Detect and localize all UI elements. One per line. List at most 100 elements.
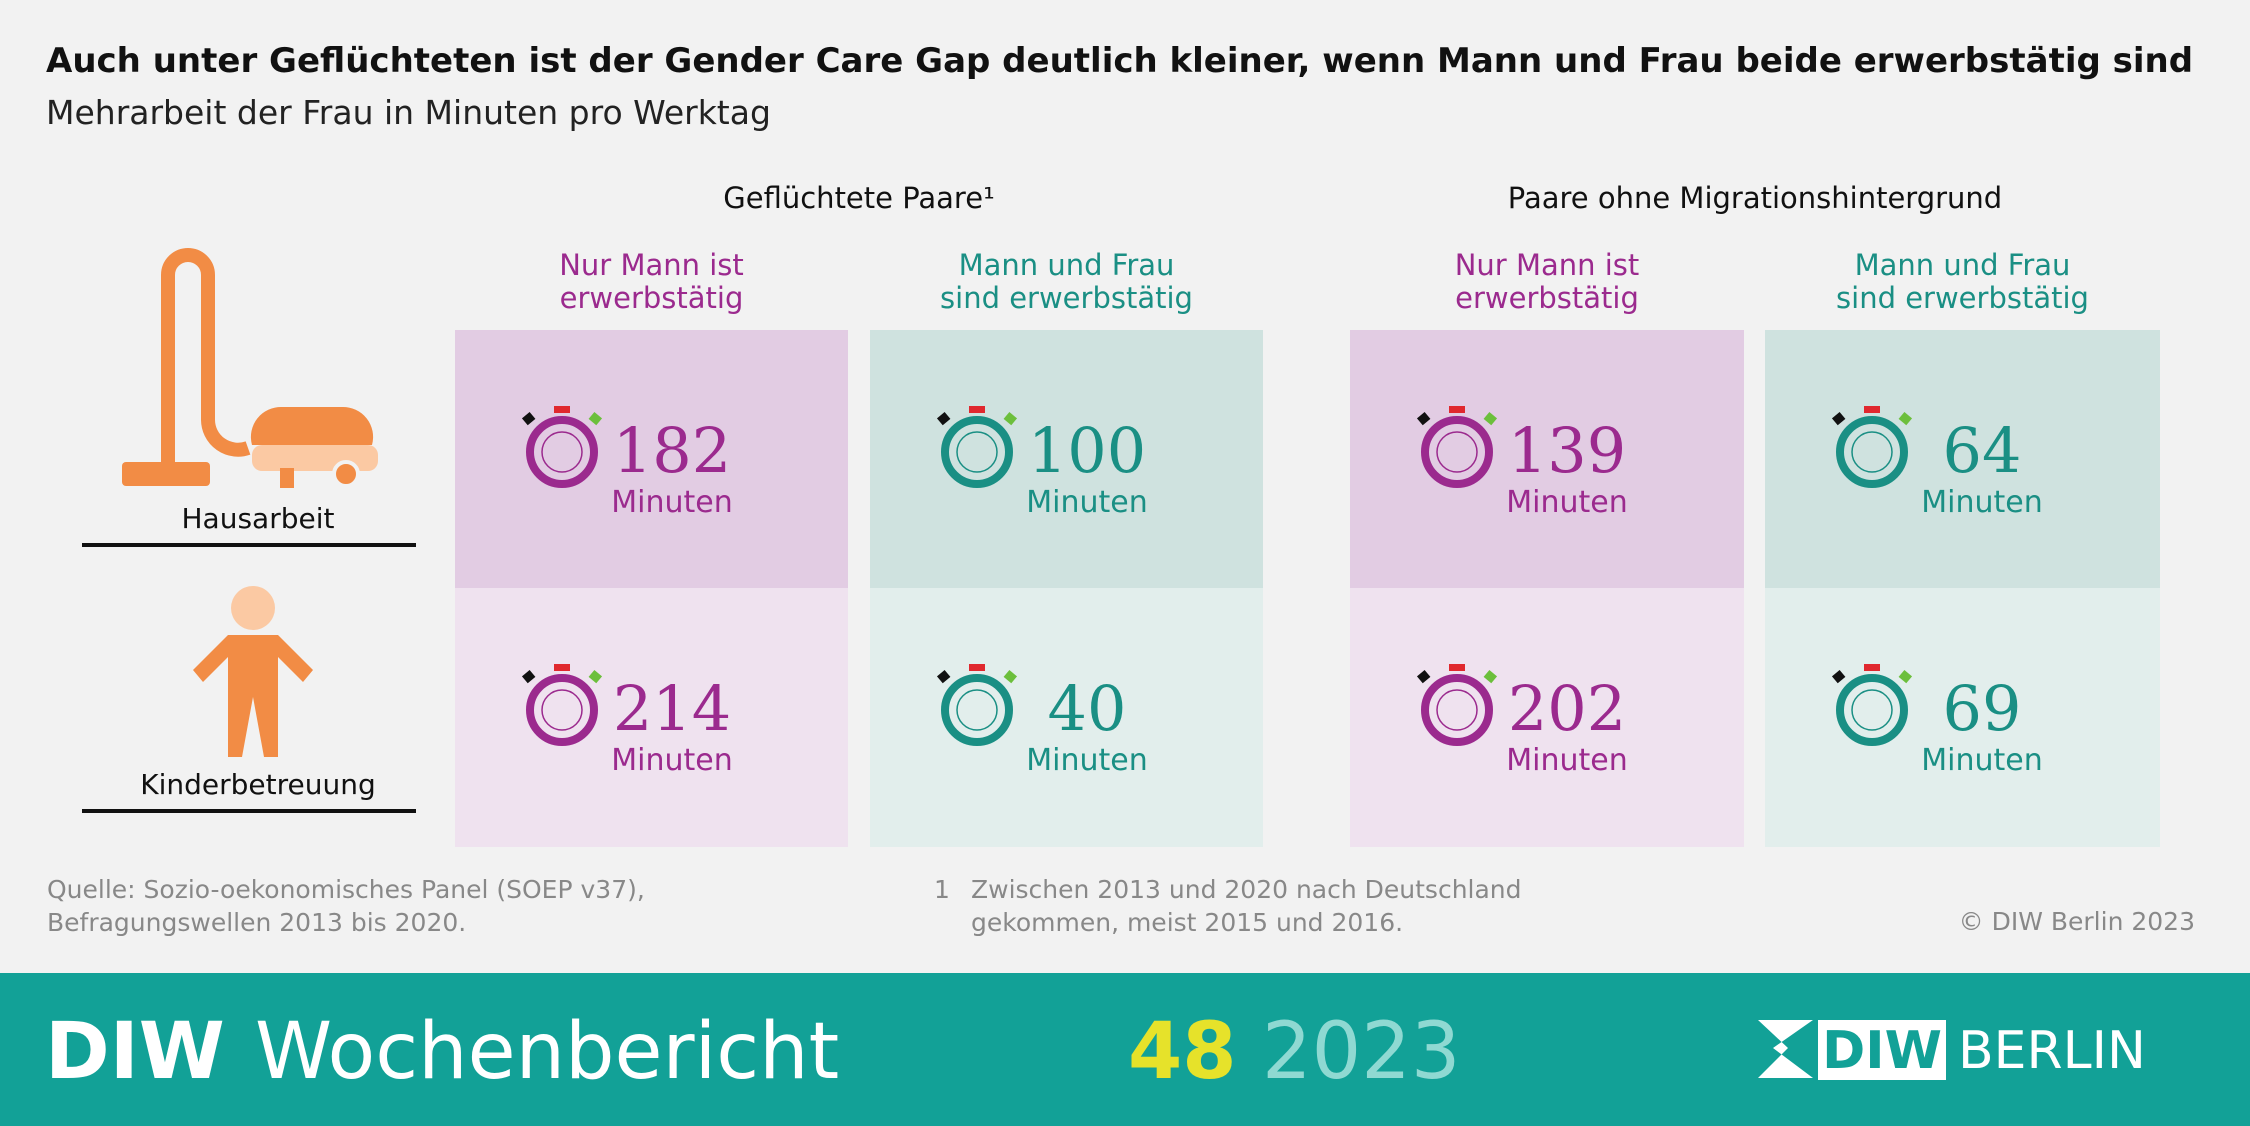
stopwatch-left bbox=[1416, 411, 1431, 426]
value: 139 bbox=[1508, 414, 1626, 487]
stopwatch-button bbox=[1449, 406, 1465, 413]
vacuum-wheel2 bbox=[280, 468, 294, 488]
value: 40 bbox=[1048, 672, 1127, 745]
stopwatch bbox=[1836, 416, 1908, 488]
stopwatch-right bbox=[1898, 669, 1913, 684]
stopwatch-face bbox=[1436, 431, 1478, 473]
value: 100 bbox=[1028, 414, 1146, 487]
cell bbox=[870, 588, 1263, 847]
unit: Minuten bbox=[1506, 485, 1627, 520]
value: 182 bbox=[613, 414, 731, 487]
stopwatch-face bbox=[956, 431, 998, 473]
publication: Wochenbericht bbox=[255, 1007, 839, 1097]
logo-text: BERLIN bbox=[1958, 1021, 2146, 1081]
vacuum-base bbox=[252, 445, 378, 471]
column-header: sind erwerbstätig bbox=[1836, 281, 2089, 315]
stopwatch-face bbox=[1851, 689, 1893, 731]
logo-box bbox=[1818, 1020, 1946, 1080]
stopwatch bbox=[1421, 416, 1493, 488]
vacuum-icon bbox=[161, 248, 251, 470]
cell bbox=[870, 330, 1263, 588]
title: Auch unter Geflüchteten ist der Gender C… bbox=[46, 41, 2193, 81]
vacuum-body bbox=[250, 406, 374, 445]
unit: Minuten bbox=[1026, 485, 1147, 520]
stopwatch-right bbox=[1483, 669, 1498, 684]
stopwatch-button bbox=[554, 664, 570, 671]
source: Quelle: Sozio-oekonomisches Panel (SOEP … bbox=[47, 875, 645, 904]
row-label: Hausarbeit bbox=[182, 502, 335, 535]
stopwatch-face bbox=[541, 689, 583, 731]
stopwatch-face bbox=[1851, 431, 1893, 473]
row-label: Kinderbetreuung bbox=[140, 768, 376, 801]
brand: DIW bbox=[45, 1007, 225, 1097]
subtitle: Mehrarbeit der Frau in Minuten pro Werkt… bbox=[46, 93, 771, 132]
stopwatch-left bbox=[936, 411, 951, 426]
group-header: Geflüchtete Paare¹ bbox=[723, 181, 994, 215]
stopwatch-right bbox=[1483, 411, 1498, 426]
column-header: Mann und Frau bbox=[1855, 248, 2071, 282]
cell bbox=[1765, 588, 2160, 847]
stopwatch-left bbox=[1416, 669, 1431, 684]
value: 69 bbox=[1943, 672, 2022, 745]
unit: Minuten bbox=[611, 485, 732, 520]
column-header: erwerbstätig bbox=[560, 281, 744, 315]
cell bbox=[455, 588, 848, 847]
unit: Minuten bbox=[1026, 743, 1147, 778]
stopwatch-left bbox=[521, 669, 536, 684]
stopwatch-button bbox=[969, 664, 985, 671]
unit: Minuten bbox=[611, 743, 732, 778]
stopwatch-button bbox=[554, 406, 570, 413]
cell bbox=[455, 330, 848, 588]
child-body bbox=[193, 635, 313, 757]
child-head bbox=[231, 586, 275, 630]
column-header: erwerbstätig bbox=[1455, 281, 1639, 315]
stopwatch-face bbox=[956, 689, 998, 731]
value: 214 bbox=[613, 672, 731, 745]
logo-text: DIW bbox=[1822, 1021, 1942, 1081]
copyright: © DIW Berlin 2023 bbox=[1959, 907, 2195, 936]
stopwatch-right bbox=[1003, 411, 1018, 426]
stopwatch-left bbox=[1831, 669, 1846, 684]
unit: Minuten bbox=[1506, 743, 1627, 778]
stopwatch bbox=[526, 416, 598, 488]
group-header: Paare ohne Migrationshintergrund bbox=[1508, 181, 2002, 215]
stopwatch bbox=[941, 416, 1013, 488]
cell bbox=[1350, 330, 1744, 588]
unit: Minuten bbox=[1921, 485, 2042, 520]
column-header: Mann und Frau bbox=[959, 248, 1175, 282]
stopwatch bbox=[526, 674, 598, 746]
value: 64 bbox=[1943, 414, 2022, 487]
value: 202 bbox=[1508, 672, 1626, 745]
stopwatch-right bbox=[1003, 669, 1018, 684]
column-header: Nur Mann ist bbox=[559, 248, 744, 282]
stopwatch-left bbox=[936, 669, 951, 684]
stopwatch bbox=[1421, 674, 1493, 746]
footnote: gekommen, meist 2015 und 2016. bbox=[971, 908, 1403, 937]
cell bbox=[1350, 588, 1744, 847]
logo-mark bbox=[1758, 1020, 1813, 1078]
stopwatch-left bbox=[1831, 411, 1846, 426]
footnote: Zwischen 2013 und 2020 nach Deutschland bbox=[971, 875, 1522, 904]
vacuum-foot bbox=[122, 462, 210, 486]
stopwatch-left bbox=[521, 411, 536, 426]
stopwatch-right bbox=[1898, 411, 1913, 426]
stopwatch bbox=[941, 674, 1013, 746]
source: Befragungswellen 2013 bis 2020. bbox=[47, 908, 466, 937]
issue: 48 bbox=[1128, 1007, 1237, 1097]
stopwatch-face bbox=[1436, 689, 1478, 731]
stopwatch-button bbox=[1864, 406, 1880, 413]
footnote-number: 1 bbox=[934, 875, 950, 904]
year: 2023 bbox=[1262, 1007, 1461, 1097]
stopwatch-right bbox=[588, 411, 603, 426]
stopwatch-right bbox=[588, 669, 603, 684]
stopwatch-button bbox=[1864, 664, 1880, 671]
stopwatch-button bbox=[1449, 664, 1465, 671]
vacuum-wheel bbox=[332, 460, 360, 488]
column-header: sind erwerbstätig bbox=[940, 281, 1193, 315]
stopwatch-button bbox=[969, 406, 985, 413]
stopwatch bbox=[1836, 674, 1908, 746]
cell bbox=[1765, 330, 2160, 588]
column-header: Nur Mann ist bbox=[1455, 248, 1640, 282]
unit: Minuten bbox=[1921, 743, 2042, 778]
